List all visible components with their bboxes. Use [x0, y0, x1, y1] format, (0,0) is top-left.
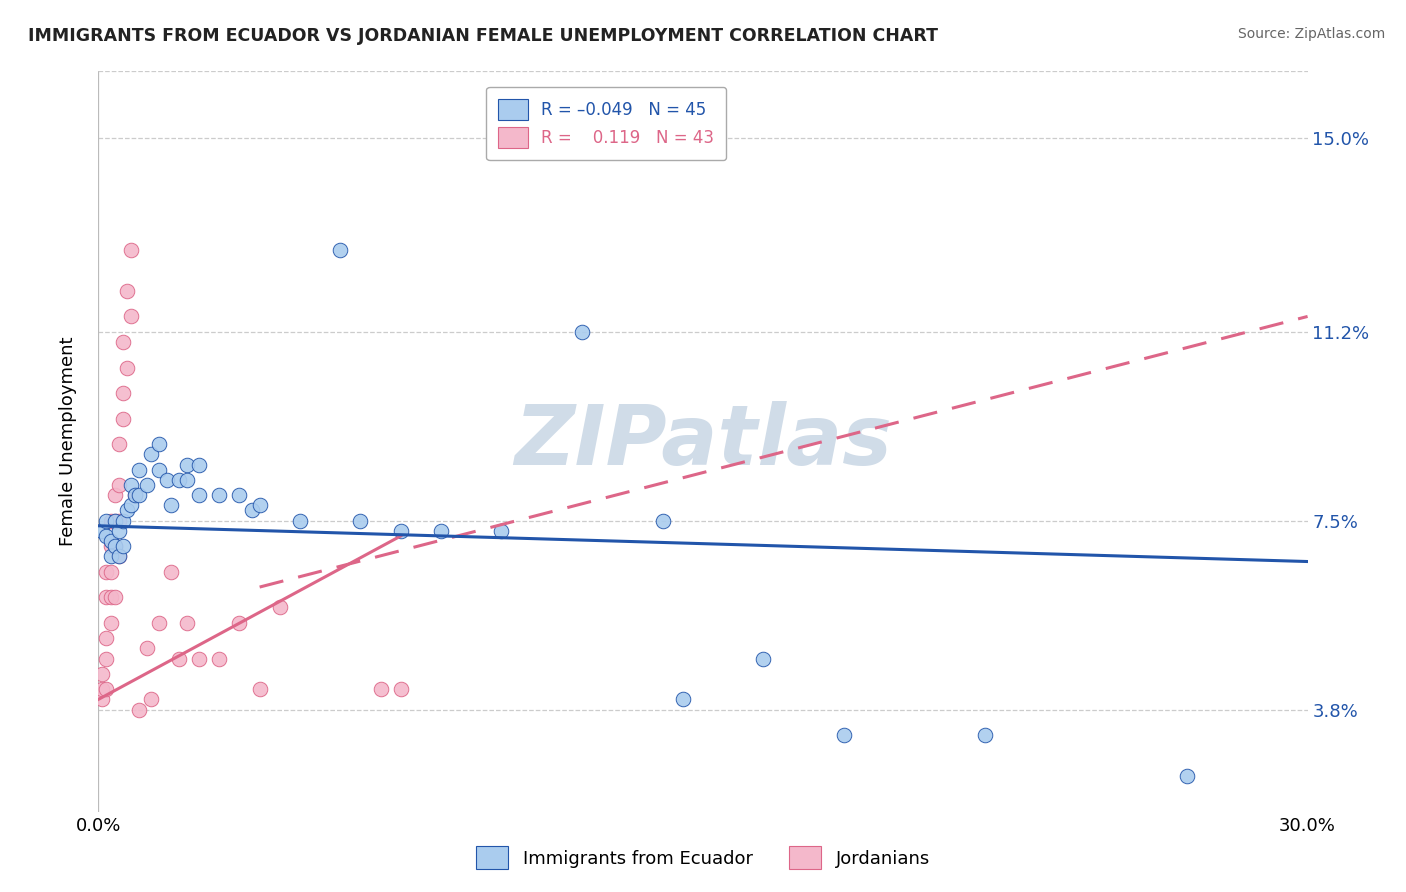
Point: [115, 503, 138, 517]
Point: [349, 514, 371, 528]
Point: [96, 631, 118, 645]
Point: [120, 499, 142, 513]
Point: [167, 651, 190, 665]
Point: [329, 243, 352, 257]
Point: [176, 473, 198, 487]
Point: [91, 524, 114, 538]
Point: [91, 682, 114, 697]
Point: [103, 539, 125, 553]
Point: [208, 488, 231, 502]
Point: [430, 524, 453, 538]
Point: [111, 386, 134, 401]
Point: [974, 728, 997, 742]
Point: [96, 514, 118, 528]
Point: [100, 591, 122, 605]
Point: [120, 310, 142, 324]
Point: [288, 514, 311, 528]
Point: [156, 473, 179, 487]
Point: [389, 524, 412, 538]
Point: [107, 437, 129, 451]
Point: [240, 503, 263, 517]
Point: [103, 488, 125, 502]
Point: [188, 651, 211, 665]
Point: [100, 539, 122, 553]
Point: [107, 549, 129, 564]
Point: [188, 458, 211, 472]
Point: [491, 524, 513, 538]
Point: [139, 692, 162, 706]
Point: [100, 514, 122, 528]
Point: [103, 539, 125, 553]
Text: ZIPatlas: ZIPatlas: [515, 401, 891, 482]
Point: [228, 488, 250, 502]
Point: [651, 514, 673, 528]
Point: [103, 591, 125, 605]
Point: [120, 243, 142, 257]
Point: [96, 565, 118, 579]
Point: [148, 615, 170, 630]
Point: [124, 488, 146, 502]
Point: [571, 325, 593, 339]
Point: [103, 514, 125, 528]
Y-axis label: Female Unemployment: Female Unemployment: [59, 337, 77, 546]
Point: [96, 682, 118, 697]
Point: [96, 651, 118, 665]
Point: [107, 549, 129, 564]
Point: [128, 462, 150, 476]
Point: [148, 437, 170, 451]
Point: [124, 488, 146, 502]
Text: IMMIGRANTS FROM ECUADOR VS JORDANIAN FEMALE UNEMPLOYMENT CORRELATION CHART: IMMIGRANTS FROM ECUADOR VS JORDANIAN FEM…: [28, 27, 938, 45]
Point: [228, 615, 250, 630]
Point: [100, 549, 122, 564]
Point: [752, 651, 775, 665]
Point: [96, 591, 118, 605]
Point: [176, 458, 198, 472]
Point: [103, 514, 125, 528]
Point: [120, 478, 142, 492]
Point: [107, 514, 129, 528]
Point: [100, 565, 122, 579]
Point: [91, 692, 114, 706]
Point: [111, 539, 134, 553]
Point: [135, 478, 157, 492]
Point: [176, 615, 198, 630]
Point: [100, 615, 122, 630]
Point: [96, 529, 118, 543]
Point: [389, 682, 412, 697]
Point: [167, 473, 190, 487]
Point: [139, 447, 162, 461]
Point: [111, 514, 134, 528]
Legend: R = –0.049   N = 45, R =    0.119   N = 43: R = –0.049 N = 45, R = 0.119 N = 43: [486, 87, 725, 160]
Point: [91, 666, 114, 681]
Text: Source: ZipAtlas.com: Source: ZipAtlas.com: [1237, 27, 1385, 41]
Point: [249, 499, 271, 513]
Point: [100, 534, 122, 549]
Point: [135, 641, 157, 656]
Point: [1175, 769, 1198, 783]
Point: [115, 284, 138, 298]
Point: [832, 728, 855, 742]
Point: [160, 565, 183, 579]
Point: [672, 692, 695, 706]
Point: [269, 600, 291, 615]
Point: [148, 462, 170, 476]
Legend: Immigrants from Ecuador, Jordanians: Immigrants from Ecuador, Jordanians: [467, 838, 939, 879]
Point: [107, 478, 129, 492]
Point: [370, 682, 392, 697]
Point: [111, 334, 134, 349]
Point: [249, 682, 271, 697]
Point: [107, 524, 129, 538]
Point: [160, 499, 183, 513]
Point: [188, 488, 211, 502]
Point: [128, 488, 150, 502]
Point: [111, 411, 134, 425]
Point: [115, 360, 138, 375]
Point: [128, 703, 150, 717]
Point: [208, 651, 231, 665]
